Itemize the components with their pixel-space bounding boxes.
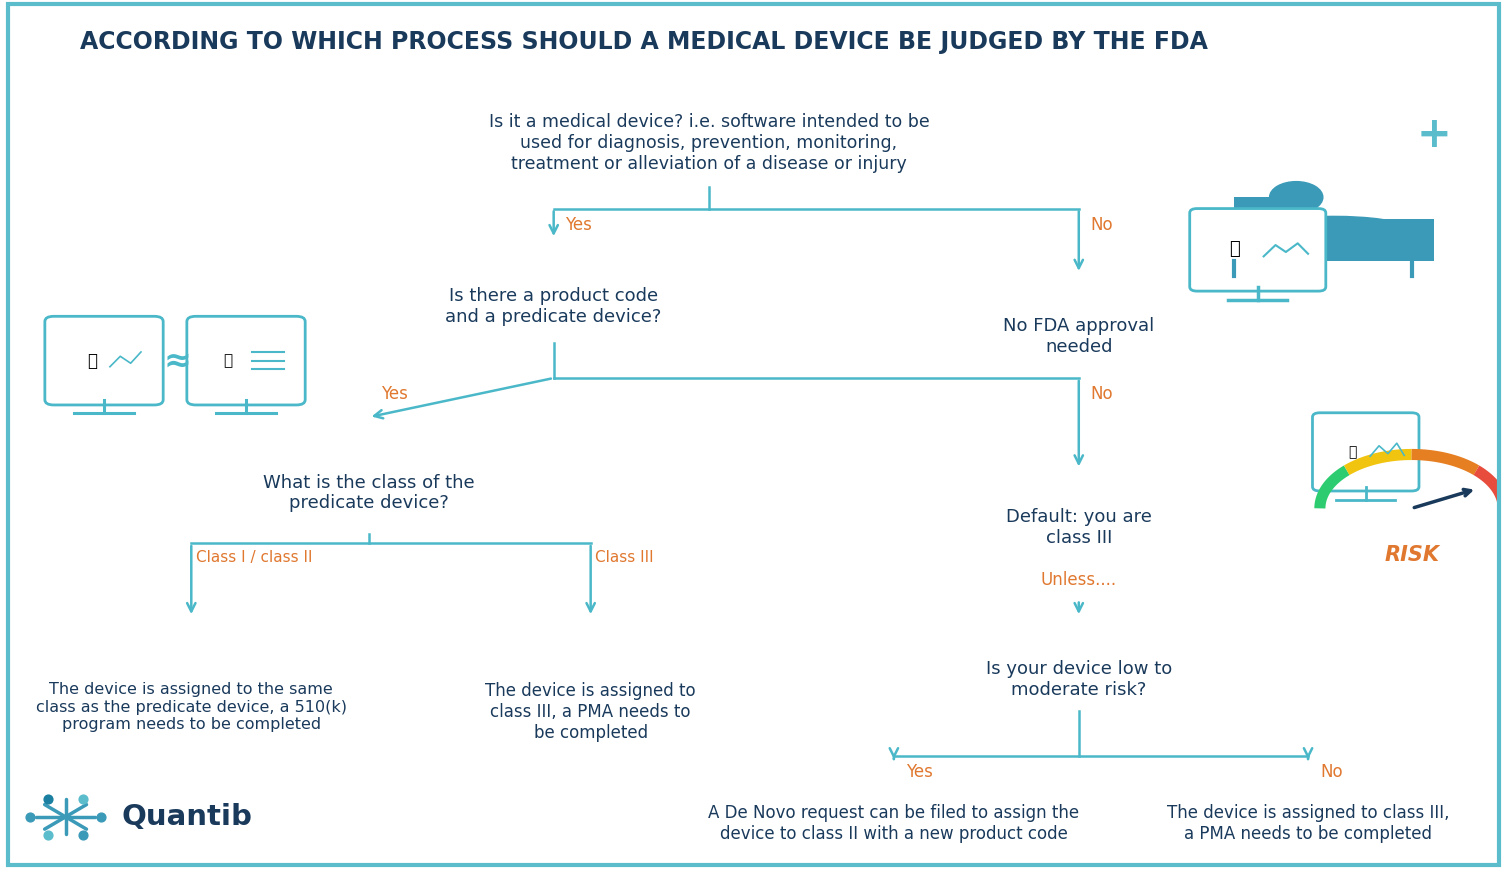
- Circle shape: [1269, 182, 1323, 213]
- Point: [36, 792, 60, 806]
- Point: [18, 810, 42, 824]
- FancyBboxPatch shape: [187, 316, 306, 405]
- Text: No: No: [1320, 763, 1343, 781]
- Bar: [1219, 219, 1433, 261]
- Text: Class I / class II: Class I / class II: [196, 550, 312, 565]
- FancyBboxPatch shape: [1189, 209, 1326, 291]
- Text: Yes: Yes: [906, 763, 933, 781]
- Text: Is there a product code
and a predicate device?: Is there a product code and a predicate …: [446, 287, 662, 326]
- FancyBboxPatch shape: [1313, 413, 1420, 491]
- Text: No: No: [1091, 385, 1114, 403]
- Point: [89, 810, 113, 824]
- Text: Quantib: Quantib: [122, 803, 253, 831]
- Text: What is the class of the
predicate device?: What is the class of the predicate devic…: [264, 474, 475, 513]
- Text: No FDA approval
needed: No FDA approval needed: [1004, 317, 1154, 356]
- Text: Default: you are
class III: Default: you are class III: [1005, 508, 1151, 547]
- Text: Yes: Yes: [381, 385, 407, 403]
- Text: Is it a medical device? i.e. software intended to be
used for diagnosis, prevent: Is it a medical device? i.e. software in…: [488, 113, 930, 173]
- Text: The device is assigned to class III,
a PMA needs to be completed: The device is assigned to class III, a P…: [1166, 804, 1450, 843]
- Text: No: No: [1091, 216, 1114, 234]
- Text: ≈: ≈: [164, 344, 191, 377]
- Text: The device is assigned to the same
class as the predicate device, a 510(k)
progr: The device is assigned to the same class…: [36, 682, 347, 732]
- Text: Class III: Class III: [595, 550, 654, 565]
- Text: 🧠: 🧠: [1349, 445, 1356, 459]
- Point: [71, 828, 95, 842]
- Text: The device is assigned to
class III, a PMA needs to
be completed: The device is assigned to class III, a P…: [485, 682, 696, 742]
- Point: [36, 828, 60, 842]
- FancyBboxPatch shape: [45, 316, 163, 405]
- Bar: [1234, 197, 1281, 219]
- Text: 🧠: 🧠: [223, 353, 232, 368]
- Text: 🧠: 🧠: [1228, 241, 1239, 258]
- Text: Yes: Yes: [565, 216, 592, 234]
- Text: Is your device low to
moderate risk?: Is your device low to moderate risk?: [986, 660, 1172, 700]
- Point: [71, 792, 95, 806]
- Text: A De Novo request can be filed to assign the
device to class II with a new produ: A De Novo request can be filed to assign…: [708, 804, 1079, 843]
- Text: ACCORDING TO WHICH PROCESS SHOULD A MEDICAL DEVICE BE JUDGED BY THE FDA: ACCORDING TO WHICH PROCESS SHOULD A MEDI…: [80, 30, 1209, 55]
- Ellipse shape: [1266, 216, 1400, 235]
- Text: 🧠: 🧠: [87, 352, 96, 369]
- Text: Unless....: Unless....: [1041, 571, 1117, 589]
- Text: RISK: RISK: [1383, 545, 1439, 565]
- Text: +: +: [1417, 114, 1451, 156]
